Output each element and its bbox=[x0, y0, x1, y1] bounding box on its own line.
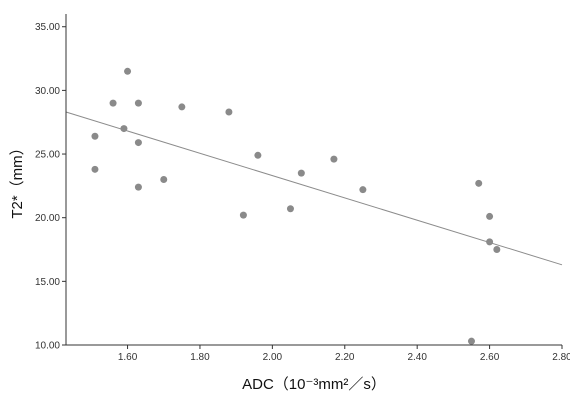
data-point bbox=[134, 183, 142, 191]
data-point bbox=[160, 176, 168, 183]
data-point bbox=[475, 179, 483, 187]
y-tick-label: 35.00 bbox=[35, 22, 60, 33]
data-point bbox=[486, 212, 494, 220]
data-point bbox=[239, 211, 247, 219]
data-point bbox=[178, 103, 186, 111]
y-tick-label: 30.00 bbox=[35, 86, 60, 97]
data-point bbox=[486, 238, 494, 246]
data-point bbox=[493, 246, 501, 254]
x-axis-ticks: 1.60 1.80 2.00 2.20 2.40 2.60 2.80 bbox=[118, 345, 570, 363]
x-tick-label: 2.80 bbox=[552, 352, 570, 363]
data-point bbox=[286, 205, 294, 213]
x-tick-label: 2.60 bbox=[480, 352, 500, 363]
data-point bbox=[297, 169, 305, 177]
y-axis-title: T2*（mm） bbox=[9, 140, 26, 218]
scatter-points bbox=[91, 67, 501, 345]
data-point bbox=[467, 337, 475, 345]
y-tick-label: 20.00 bbox=[35, 213, 60, 224]
data-point bbox=[330, 155, 338, 163]
y-tick-label: 10.00 bbox=[35, 341, 60, 352]
data-point bbox=[359, 186, 367, 194]
data-point bbox=[109, 99, 117, 107]
data-point bbox=[91, 165, 99, 173]
x-tick-label: 2.20 bbox=[335, 352, 355, 363]
data-point bbox=[134, 139, 142, 147]
data-point bbox=[124, 67, 132, 75]
x-tick-label: 1.60 bbox=[118, 352, 138, 363]
y-axis-ticks: 10.00 15.00 20.00 25.00 30.00 35.00 bbox=[35, 22, 66, 352]
x-axis-title: ADC（10⁻³mm²／s） bbox=[242, 376, 386, 393]
x-tick-label: 2.40 bbox=[407, 352, 427, 363]
x-tick-label: 1.80 bbox=[190, 352, 210, 363]
y-tick-label: 25.00 bbox=[35, 150, 60, 161]
x-tick-label: 2.00 bbox=[263, 352, 283, 363]
data-point bbox=[254, 151, 262, 159]
regression-fit-line bbox=[65, 111, 563, 266]
data-point bbox=[134, 99, 142, 107]
data-point bbox=[225, 108, 233, 116]
data-point bbox=[91, 132, 99, 140]
y-tick-label: 15.00 bbox=[35, 277, 60, 288]
